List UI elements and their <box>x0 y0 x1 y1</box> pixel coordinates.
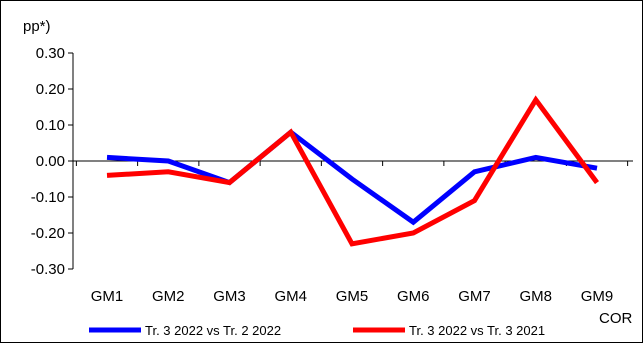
axes: 0.30 0.20 0.10 0.00 -0.10 -0.20 -0.30 GM1 GM2 GM3… <box>31 45 633 305</box>
x-tick-label: GM8 <box>519 288 552 305</box>
y-tick-label: -0.20 <box>31 225 65 242</box>
series-line-1 <box>106 129 598 226</box>
series-lines <box>106 95 600 247</box>
y-tick-label: 0.10 <box>36 117 65 134</box>
x-tick-label: GM1 <box>91 288 124 305</box>
x-tick-label: GM7 <box>458 288 491 305</box>
x-tick-label: GM4 <box>274 288 307 305</box>
x-axis-title: COR <box>599 310 633 327</box>
x-tick-label: GM2 <box>152 288 185 305</box>
legend-label-2: Tr. 3 2022 vs Tr. 3 2021 <box>409 323 545 338</box>
y-tick-label: -0.10 <box>31 189 65 206</box>
y-tick-label: -0.30 <box>31 261 65 278</box>
y-tick-label: 0.20 <box>36 81 65 98</box>
y-tick-label: 0.30 <box>36 45 65 62</box>
y-tick-label: 0.00 <box>36 153 65 170</box>
legend-label-1: Tr. 3 2022 vs Tr. 2 2022 <box>145 323 281 338</box>
legend: Tr. 3 2022 vs Tr. 2 2022 Tr. 3 2022 vs Tr… <box>89 323 545 338</box>
x-tick-label: GM3 <box>213 288 246 305</box>
x-tick-label: GM5 <box>336 288 369 305</box>
y-axis-title: pp*) <box>23 18 51 35</box>
series-line-2 <box>106 95 600 247</box>
x-tick-label: GM9 <box>581 288 614 305</box>
x-tick-label: GM6 <box>397 288 430 305</box>
